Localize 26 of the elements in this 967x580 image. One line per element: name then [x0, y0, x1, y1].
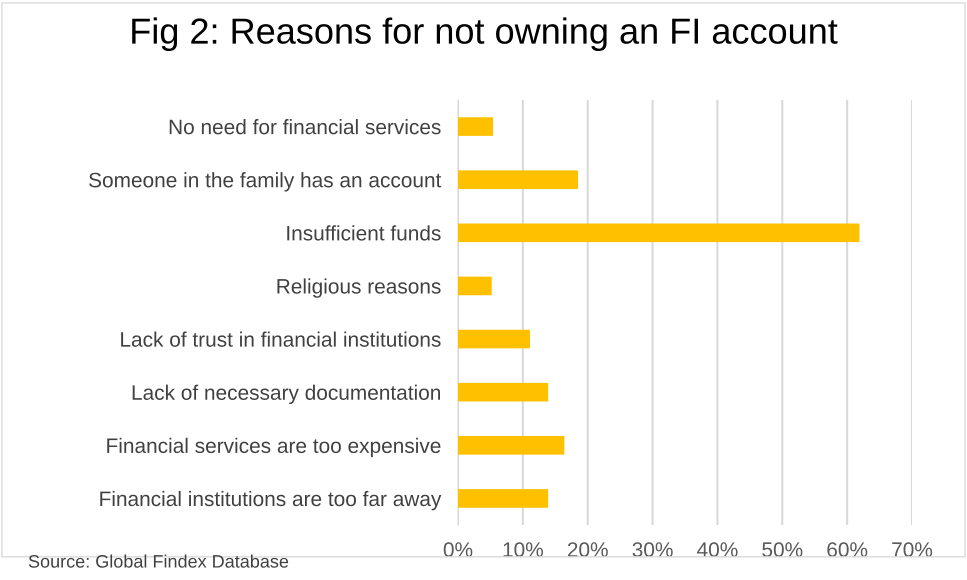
chart-title: Fig 2: Reasons for not owning an FI account — [132, 17, 838, 52]
source-note: Source: Global Findex Database — [28, 554, 288, 568]
y-tick-label: Financial institutions are too far away — [100, 490, 442, 510]
y-tick-label: Lack of necessary documentation — [132, 384, 440, 404]
y-tick-label: Insufficient funds — [287, 225, 441, 241]
bar — [458, 224, 860, 242]
y-tick-label: No need for financial services — [170, 119, 441, 134]
bar — [458, 489, 548, 508]
y-tick-label: Religious reasons — [277, 278, 441, 298]
y-tick-label: Someone in the family has an account — [89, 172, 442, 192]
x-tick-label: 0% — [444, 542, 472, 557]
x-tick-label: 70% — [892, 542, 932, 557]
x-tick-label: 50% — [762, 542, 802, 557]
bar — [458, 436, 564, 455]
x-tick-label: 10% — [504, 542, 543, 557]
x-tick-label: 60% — [827, 542, 868, 557]
bar — [458, 330, 530, 348]
bar — [458, 117, 494, 136]
y-tick-label: Financial services are too expensive — [107, 438, 440, 458]
bar — [458, 170, 578, 189]
x-tick-label: 40% — [697, 542, 738, 557]
x-tick-label: 20% — [568, 542, 608, 557]
bar — [458, 276, 492, 296]
x-tick-label: 30% — [632, 542, 673, 557]
bar — [458, 382, 548, 402]
y-tick-label: Lack of trust in financial institutions — [121, 332, 441, 347]
